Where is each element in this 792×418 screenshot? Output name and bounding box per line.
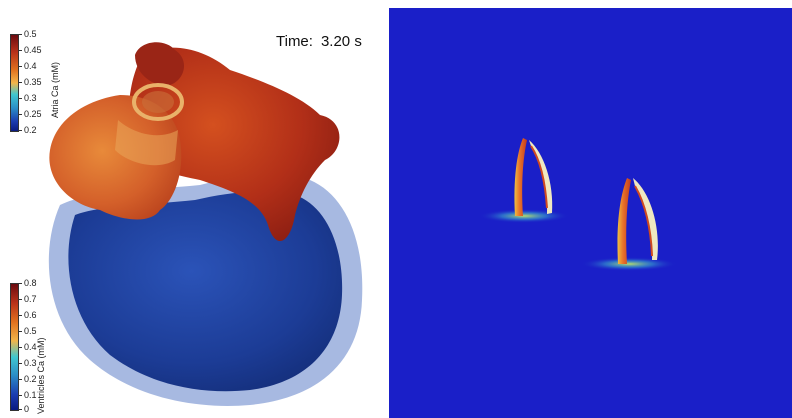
aorta-knot: [135, 42, 185, 86]
ventricles-tick: 0.4: [19, 342, 37, 352]
wave-front-sheet: [617, 178, 631, 264]
valve-ring: [132, 83, 184, 121]
wave-front-sheet: [529, 140, 553, 214]
ventricles-tick: 0.5: [19, 326, 37, 336]
ventricles-tick: 0.6: [19, 310, 37, 320]
ventricles-tick: 0.8: [19, 278, 37, 288]
wave-base-glow: [581, 257, 677, 271]
atria-tick: 0.25: [19, 109, 42, 119]
ventricles-tick: 0.1: [19, 390, 37, 400]
ventricles-colorbar: [10, 283, 19, 411]
atria-tick: 0.2: [19, 125, 37, 135]
atria-tick: 0.3: [19, 93, 37, 103]
ventricles-tick: 0.7: [19, 294, 37, 304]
ventricles-tick: 0.3: [19, 358, 37, 368]
wave-base-glow: [479, 209, 569, 223]
time-label: Time:: [276, 33, 313, 50]
atria-tick: 0.45: [19, 45, 42, 55]
atria-tick: 0.35: [19, 77, 42, 87]
heart-render-panel: Time: 3.20 s 0.5 0.45 0.4 0.35 0.3 0.25 0…: [0, 0, 389, 418]
ventricles-colorbar-title: Ventricles Ca (mM): [36, 337, 46, 414]
time-readout: Time: 3.20 s: [276, 33, 362, 50]
ventricles-tick: 0: [18, 404, 30, 414]
time-value: 3.20 s: [320, 33, 362, 50]
tissue-simulation-panel: [389, 8, 792, 418]
atria-colorbar: [10, 34, 19, 132]
atria-tick: 0.4: [19, 61, 37, 71]
spiral-waves-render: [479, 138, 677, 271]
wave-front-sheet: [514, 138, 527, 216]
ventricles-inner-surface: [68, 191, 343, 392]
left-atrium-surface: [49, 95, 182, 220]
atria-tick: 0.5: [19, 29, 37, 39]
heart-model: [48, 42, 363, 406]
atria-colorbar-title: Atria Ca (mM): [50, 62, 60, 118]
ventricles-tick: 0.2: [19, 374, 37, 384]
